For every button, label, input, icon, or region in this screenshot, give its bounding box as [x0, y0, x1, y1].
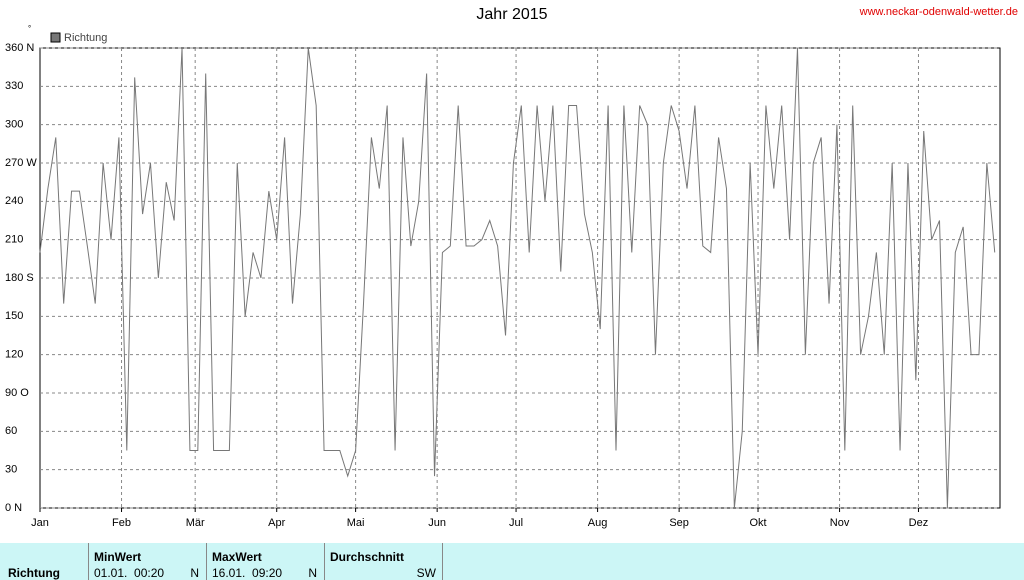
y-tick-label: 60: [5, 425, 17, 437]
dir: N: [308, 566, 317, 580]
dir: N: [190, 566, 199, 580]
y-tick-label: 0 N: [5, 502, 22, 514]
x-tick-label: Apr: [268, 517, 285, 529]
chart: Jahr 2015 www.neckar-odenwald-wetter.de …: [5, 6, 1018, 529]
value: 16.01. 09:20: [212, 566, 283, 580]
header: MaxWert: [212, 550, 262, 564]
col: MaxWert 16.01. 09:20 N: [206, 543, 325, 580]
col: Durchschnitt SW: [324, 543, 443, 580]
col: MinWert 01.01. 00:20 N: [88, 543, 207, 580]
header: MinWert: [94, 550, 142, 564]
y-tick-label: 360 N: [5, 42, 34, 54]
x-tick-label: Aug: [588, 517, 608, 529]
y-tick-label: 210: [5, 234, 23, 246]
legend-swatch: [50, 32, 61, 43]
y-tick-label: 330: [5, 80, 23, 92]
x-tick-label: Jul: [509, 517, 523, 529]
x-tick-label: Mär: [186, 517, 205, 529]
y-tick-label: 90 O: [5, 387, 29, 399]
y-tick-label: 30: [5, 464, 17, 476]
y-tick-label: 240: [5, 195, 23, 207]
x-tick-label: Mai: [347, 517, 365, 529]
x-tick-label: Nov: [830, 517, 850, 529]
data-line: [39, 47, 996, 509]
y-tick-label: 300: [5, 119, 23, 131]
y-tick-label: 270 W: [5, 157, 37, 169]
y-tick-label: 180 S: [5, 272, 34, 284]
x-tick-label: Dez: [909, 517, 929, 529]
row-label: Richtung: [8, 566, 60, 580]
x-tick-label: Sep: [669, 517, 689, 529]
y-tick-label: 150: [5, 310, 23, 322]
x-tick-label: Jan: [31, 517, 49, 529]
y-tick-label: 120: [5, 349, 23, 361]
stats-table: Richtung MinWert 01.01. 00:20 N MaxWert …: [0, 543, 1024, 580]
x-tick-label: Jun: [428, 517, 446, 529]
x-tick-label: Feb: [112, 517, 131, 529]
header: Durchschnitt: [330, 550, 405, 564]
y-unit: °: [28, 24, 31, 33]
legend-label: Richtung: [64, 32, 107, 44]
x-tick-label: Okt: [749, 517, 766, 529]
chart-title: Jahr 2015: [476, 6, 547, 23]
dir: SW: [416, 566, 436, 580]
source: www.neckar-odenwald-wetter.de: [859, 6, 1018, 18]
value: 01.01. 00:20: [94, 566, 165, 580]
